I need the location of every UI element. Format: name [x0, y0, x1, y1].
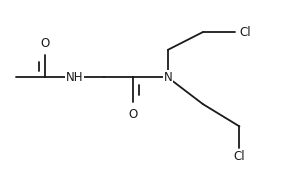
Text: N: N — [164, 71, 172, 84]
Text: Cl: Cl — [239, 25, 251, 39]
Text: NH: NH — [66, 71, 83, 84]
Text: Cl: Cl — [234, 150, 245, 163]
Text: O: O — [41, 37, 50, 50]
Text: O: O — [128, 108, 138, 121]
